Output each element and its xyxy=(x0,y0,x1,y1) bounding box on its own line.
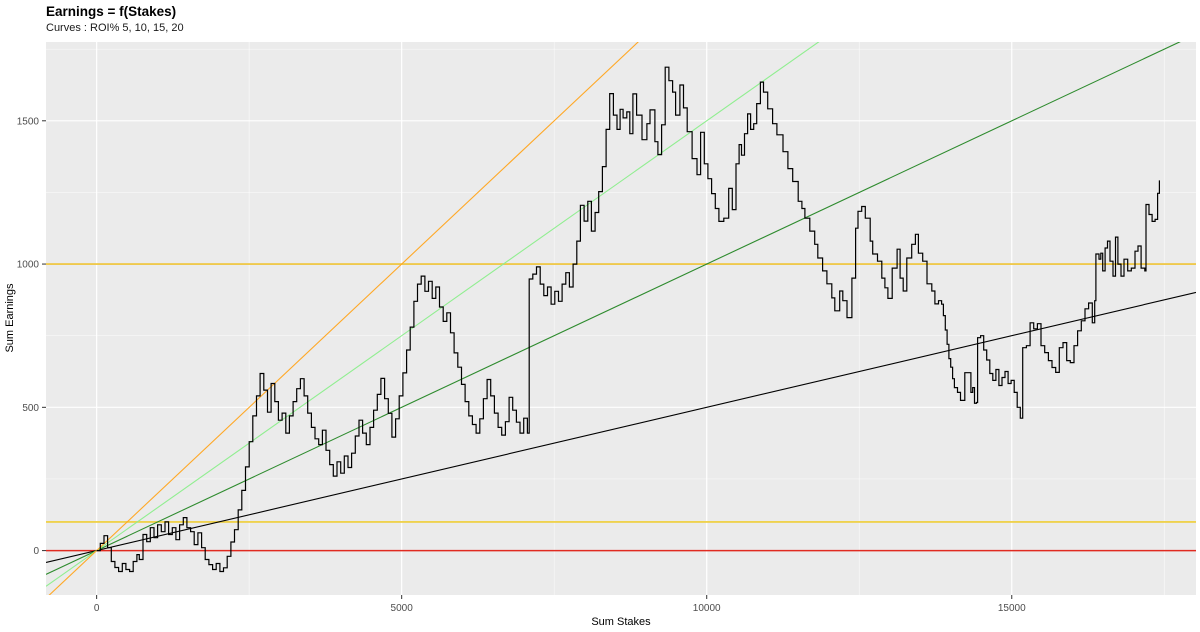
x-tick-label: 15000 xyxy=(998,603,1026,614)
y-tick-label: 1000 xyxy=(17,260,40,271)
x-tick-label: 0 xyxy=(94,603,100,614)
x-tick-label: 10000 xyxy=(693,603,721,614)
y-tick-label: 0 xyxy=(33,546,39,557)
roi-15-line xyxy=(46,42,820,587)
roi-10-line xyxy=(46,42,1181,575)
x-tick-label: 5000 xyxy=(391,603,414,614)
plot-layers xyxy=(46,42,1196,595)
y-axis-title: Sum Earnings xyxy=(4,283,16,353)
cumulative-earnings-step-line xyxy=(96,66,1160,573)
y-tick-label: 1500 xyxy=(17,116,40,127)
roi-20-line xyxy=(48,42,639,595)
chart-subtitle: Curves : ROI% 5, 10, 15, 20 xyxy=(46,22,184,34)
plot-panel xyxy=(46,42,1196,595)
y-tick-label: 500 xyxy=(22,403,39,414)
x-axis-title: Sum Stakes xyxy=(591,616,651,628)
chart-title: Earnings = f(Stakes) xyxy=(46,4,176,19)
